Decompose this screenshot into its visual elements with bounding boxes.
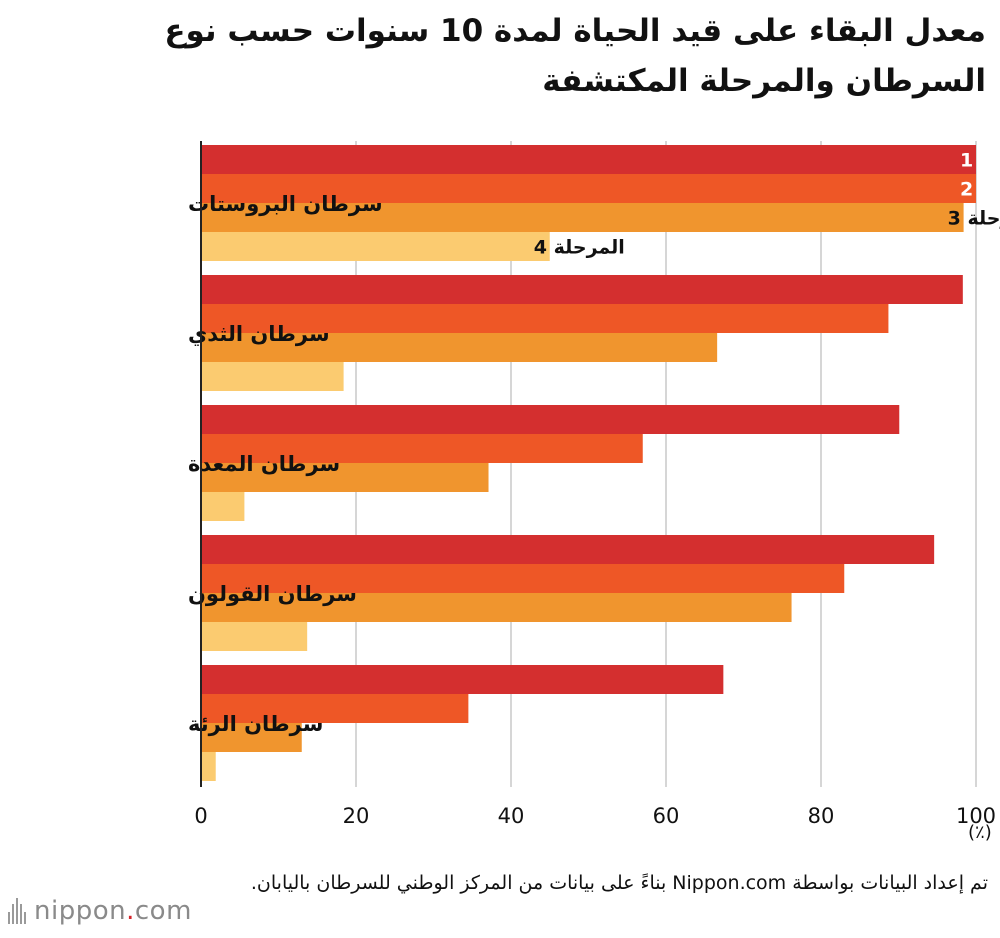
logo-dot: . bbox=[126, 896, 135, 926]
logo-mark-icon bbox=[8, 898, 26, 924]
x-tick-label: 0 bbox=[194, 804, 207, 828]
bar bbox=[201, 333, 718, 362]
category-label: سرطان الرئة bbox=[188, 712, 323, 736]
chart-title: معدل البقاء على قيد الحياة لمدة 10 سنوات… bbox=[164, 13, 986, 99]
bar bbox=[201, 463, 489, 492]
bar bbox=[201, 593, 792, 622]
x-axis-unit: (٪) bbox=[968, 822, 992, 843]
x-tick-label: 80 bbox=[808, 804, 835, 828]
logo-domain: com bbox=[134, 896, 192, 926]
category-label: سرطان البروستات bbox=[188, 192, 383, 216]
bar bbox=[201, 665, 724, 694]
bar bbox=[201, 564, 845, 593]
bar bbox=[201, 622, 308, 651]
bar bbox=[201, 492, 245, 521]
logo-name: nippon bbox=[34, 896, 127, 926]
series-label: المرحلة 3 bbox=[948, 208, 1000, 230]
category-label: سرطان الثدي bbox=[188, 322, 330, 347]
x-tick-label: 100 bbox=[956, 804, 996, 828]
nippon-logo: nippon. com bbox=[8, 896, 192, 926]
chart: المرحلة 1 المرحلة 2 المرحلة 3 المرحلة 4 سرط… bbox=[188, 141, 1000, 828]
bar bbox=[201, 174, 976, 203]
series-label: المرحلة 4 bbox=[534, 237, 625, 259]
category-label: سرطان القولون bbox=[188, 582, 357, 606]
bar bbox=[201, 405, 900, 434]
series-label: المرحلة 2 bbox=[960, 179, 1000, 201]
bar bbox=[201, 304, 889, 333]
category-label: سرطان المعدة bbox=[188, 452, 340, 476]
bar bbox=[201, 203, 964, 232]
bar bbox=[201, 535, 935, 564]
bar bbox=[201, 723, 302, 752]
source-note: تم إعداد البيانات بواسطة Nippon.com بناء… bbox=[250, 872, 988, 894]
bar bbox=[201, 362, 344, 391]
bar bbox=[201, 275, 963, 304]
bar bbox=[201, 145, 976, 174]
x-tick-label: 20 bbox=[343, 804, 370, 828]
bar bbox=[201, 752, 216, 781]
x-tick-label: 60 bbox=[653, 804, 680, 828]
bar bbox=[201, 434, 643, 463]
series-label: المرحلة 1 bbox=[960, 150, 1000, 172]
bar bbox=[201, 694, 469, 723]
bar bbox=[201, 232, 550, 261]
x-tick-label: 40 bbox=[498, 804, 525, 828]
